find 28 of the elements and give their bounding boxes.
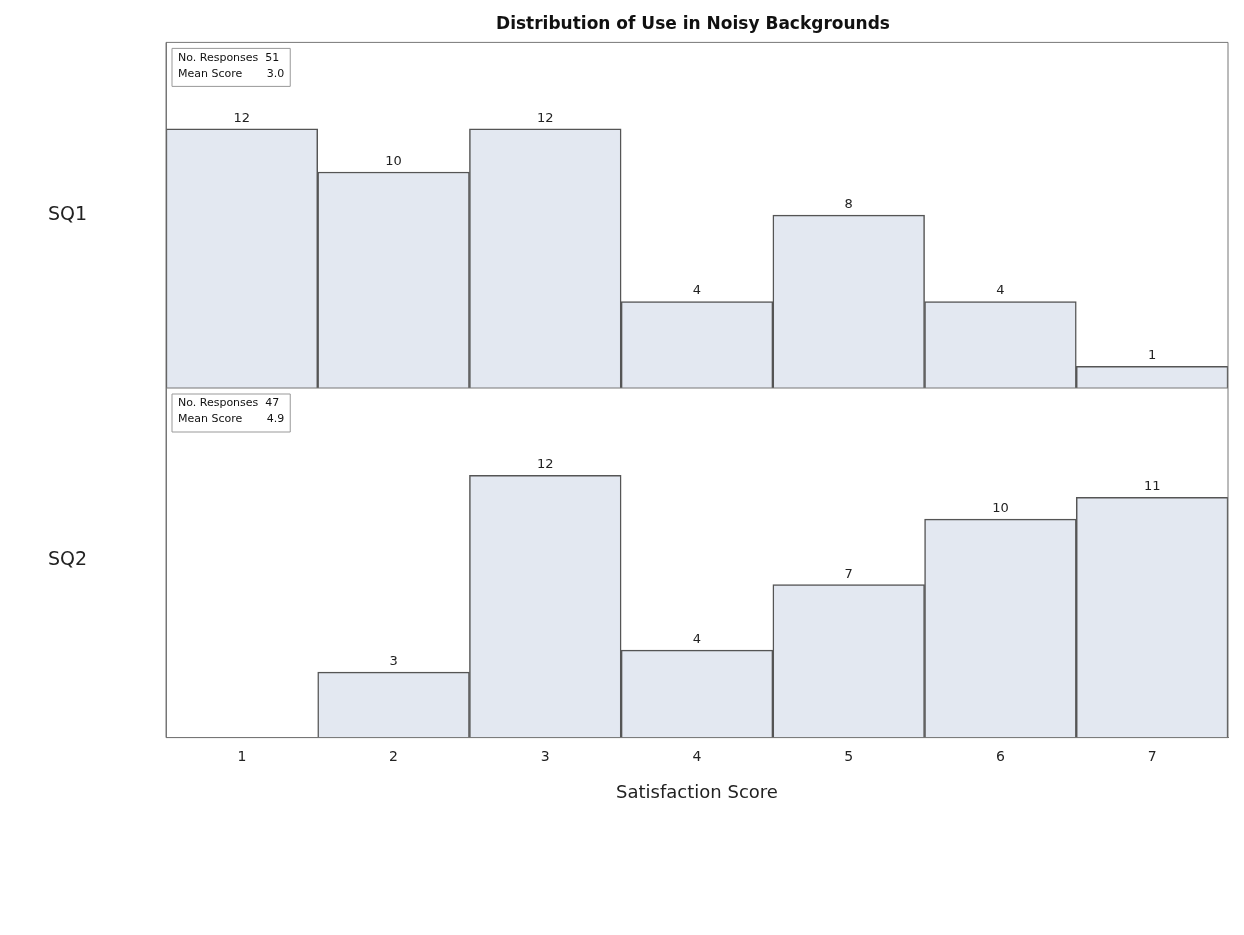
data-label: 4 (692, 282, 702, 298)
data-label: 12 (537, 109, 554, 125)
data-label: 11 (1143, 478, 1161, 494)
text: No. Responses 47 (178, 396, 280, 410)
x-tick-label: 1 (237, 747, 247, 764)
x-tick-label: 6 (995, 747, 1005, 764)
y-axis-title: SQ1 (47, 201, 89, 226)
text: No. Responses 51 (178, 50, 280, 64)
x-axis-title: Satisfaction Score (616, 780, 778, 802)
x-tick-label: 5 (844, 747, 854, 764)
text: Mean Score 3.0 (178, 66, 285, 80)
x-tick-label: 3 (540, 747, 550, 764)
data-label: 4 (692, 631, 702, 647)
data-label: 7 (844, 565, 853, 581)
data-label: 12 (233, 109, 251, 125)
data-label: 10 (992, 499, 1009, 515)
data-label: 12 (537, 456, 554, 472)
data-label: 10 (385, 152, 402, 168)
data-label: 1 (1148, 347, 1157, 363)
y-axis-title: SQ2 (47, 546, 89, 571)
text: Mean Score 4.9 (178, 412, 285, 426)
x-tick-label: 7 (1147, 747, 1157, 764)
chart-title: Distribution of Use in Noisy Backgrounds (496, 12, 890, 33)
data-label: 3 (389, 652, 398, 668)
data-label: 4 (996, 282, 1005, 298)
data-label: 8 (844, 196, 853, 212)
x-tick-label: 2 (389, 747, 399, 764)
x-tick-label: 4 (692, 747, 702, 764)
